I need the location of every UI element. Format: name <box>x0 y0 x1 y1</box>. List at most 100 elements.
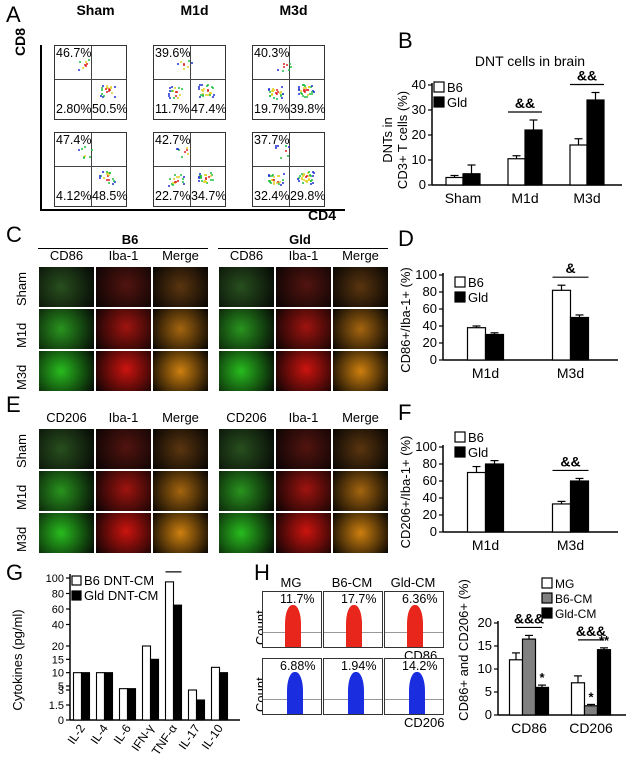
event-dot <box>99 174 102 177</box>
y-tick-label: 5 <box>58 681 64 693</box>
quadrant-pct-lower-right: 29.8% <box>290 189 326 203</box>
event-dot <box>309 175 312 178</box>
event-dot <box>311 85 314 88</box>
event-dot <box>300 90 303 93</box>
panel-label-c: C <box>6 222 22 247</box>
micrograph-tile <box>332 470 389 512</box>
panel-c-header: CD86 <box>229 248 264 263</box>
panel-e-header: CD206 <box>226 410 267 425</box>
event-dot <box>84 64 87 67</box>
event-dot <box>311 178 314 181</box>
event-dot <box>114 181 117 184</box>
event-dot <box>312 171 315 174</box>
legend-swatch <box>71 590 82 601</box>
histogram-plot <box>384 658 444 715</box>
event-dot <box>289 62 292 65</box>
event-dot <box>182 175 185 178</box>
event-dot <box>277 145 280 148</box>
event-dot <box>80 147 83 150</box>
panel-e-header: CD206 <box>46 410 87 425</box>
quadrant-line-vertical <box>289 46 290 119</box>
event-dot <box>198 180 201 183</box>
chart-f-cd206: CD206+/Iba-1+ (%) 0 20 40 60 80 100 M1d M3d && B6G… <box>398 430 618 553</box>
event-dot <box>279 90 282 93</box>
legend-label: MG <box>555 577 574 591</box>
event-dot <box>173 97 176 100</box>
x-tick-label: IL-4 <box>88 721 112 746</box>
significance-label: &&& <box>514 610 544 626</box>
event-dot <box>308 179 311 182</box>
event-dot <box>177 180 180 183</box>
quadrant-pct-lower-left: 2.80% <box>56 102 92 116</box>
bar <box>583 705 599 716</box>
event-dot <box>102 177 105 180</box>
y-tick-label: 40 <box>423 490 437 505</box>
event-dot <box>276 97 279 100</box>
event-dot <box>106 174 109 177</box>
x-tick-label: Sham <box>445 190 482 206</box>
event-dot <box>172 90 175 93</box>
event-dot <box>273 97 276 100</box>
y-tick-label: 15 <box>478 638 492 653</box>
event-dot <box>272 180 275 183</box>
event-dot <box>199 176 202 179</box>
legend-label: B6 DNT-CM <box>84 573 154 588</box>
event-dot <box>180 174 183 176</box>
legend-swatch <box>541 607 553 619</box>
event-dot <box>282 69 285 72</box>
event-dot <box>305 180 308 183</box>
event-dot <box>203 179 206 182</box>
panel-label-h: H <box>254 560 270 585</box>
event-dot <box>268 180 271 183</box>
histogram-peak <box>409 672 425 714</box>
quadrant-line-horizontal <box>55 166 126 167</box>
bar <box>507 158 526 186</box>
event-dot <box>78 60 81 63</box>
y-tick-label: 10 <box>412 152 426 167</box>
event-dot <box>185 146 188 149</box>
event-dot <box>112 178 115 181</box>
event-dot <box>109 85 112 88</box>
legend-label: Gld <box>447 95 467 110</box>
bar <box>164 581 175 721</box>
flow-plot <box>153 132 226 207</box>
panel-e-row-label: M1d <box>14 484 29 510</box>
event-dot <box>278 91 281 94</box>
micrograph-tile <box>38 470 95 512</box>
chart-b-dnt-cells: DNT cells in brain DNTs in CD3+ T cells (%… <box>380 53 622 206</box>
event-dot <box>106 171 109 174</box>
event-dot <box>268 87 271 90</box>
event-dot <box>173 180 176 183</box>
event-dot <box>275 147 278 150</box>
event-dot <box>169 86 172 89</box>
event-dot <box>180 156 183 159</box>
event-dot <box>112 180 115 182</box>
event-dot <box>307 93 310 96</box>
event-dot <box>186 65 189 68</box>
bar <box>551 289 572 361</box>
histogram-pct: 1.94% <box>341 659 377 673</box>
x-tick-label: TNF-α <box>149 722 180 755</box>
y-tick-label: 0 <box>419 177 426 192</box>
bar <box>462 173 481 186</box>
y-tick-label: 40 <box>423 318 437 333</box>
bar <box>551 503 572 533</box>
bar <box>524 129 543 186</box>
group-label-gld: Gld <box>289 232 311 247</box>
event-dot <box>276 68 279 71</box>
event-dot <box>311 90 314 93</box>
event-dot <box>307 86 310 89</box>
bar <box>586 99 605 186</box>
event-dot <box>312 90 315 93</box>
x-tick-label: M1d <box>511 190 538 206</box>
event-dot <box>109 87 112 90</box>
event-dot <box>304 95 307 98</box>
event-dot <box>304 176 307 179</box>
micrograph-tile <box>332 428 389 470</box>
event-dot <box>280 184 283 187</box>
event-dot <box>171 184 174 187</box>
micrograph-tile <box>152 308 209 350</box>
x-tick-label: M1d <box>472 365 499 381</box>
event-dot <box>174 174 177 177</box>
